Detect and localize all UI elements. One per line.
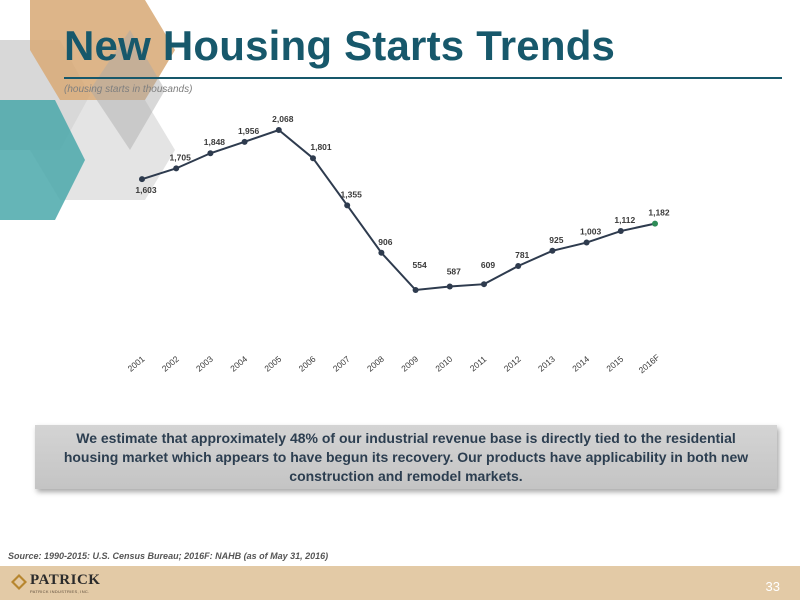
data-label: 587 bbox=[447, 267, 461, 277]
data-label: 1,956 bbox=[238, 126, 260, 136]
data-label: 609 bbox=[481, 260, 495, 270]
data-point bbox=[412, 287, 419, 293]
data-label: 554 bbox=[413, 260, 427, 270]
data-point bbox=[344, 202, 351, 209]
data-point bbox=[378, 249, 385, 256]
data-point bbox=[583, 239, 590, 246]
x-tick-label: 2014 bbox=[570, 354, 591, 374]
x-tick-label: 2006 bbox=[297, 354, 318, 374]
tan-hexagon bbox=[30, 0, 175, 100]
data-point bbox=[139, 176, 145, 183]
data-point bbox=[515, 263, 522, 270]
data-label: 925 bbox=[549, 235, 563, 245]
logo-wordmark: PATRICK bbox=[30, 572, 101, 588]
data-point bbox=[652, 220, 658, 227]
revenue-callout-box: We estimate that approximately 48% of ou… bbox=[35, 425, 777, 489]
data-point bbox=[173, 165, 180, 172]
title-underline bbox=[64, 77, 782, 79]
data-point bbox=[241, 138, 248, 145]
logo-tagline: PATRICK INDUSTRIES, INC. bbox=[30, 589, 90, 594]
page-title: New Housing Starts Trends bbox=[64, 22, 616, 69]
x-tick-label: 2015 bbox=[604, 354, 625, 374]
data-label: 1,182 bbox=[648, 208, 670, 218]
decorative-hexagons bbox=[0, 0, 175, 220]
x-tick-label: 2013 bbox=[536, 354, 557, 374]
callout-text: We estimate that approximately 48% of ou… bbox=[63, 429, 749, 484]
x-tick-label: 2011 bbox=[468, 354, 489, 374]
x-tick-label: 2016F bbox=[637, 352, 662, 375]
patrick-logo: PATRICK PATRICK INDUSTRIES, INC. bbox=[10, 572, 120, 596]
data-point bbox=[207, 150, 214, 157]
teal-hexagon bbox=[0, 100, 85, 220]
data-label: 1,848 bbox=[204, 137, 226, 147]
data-point bbox=[481, 281, 487, 288]
data-point bbox=[617, 228, 624, 235]
x-tick-label: 2012 bbox=[502, 354, 523, 374]
data-label: 906 bbox=[378, 237, 392, 247]
data-point bbox=[549, 247, 556, 254]
x-tick-label: 2002 bbox=[160, 354, 181, 374]
x-tick-label: 2003 bbox=[194, 354, 215, 374]
data-label: 2,068 bbox=[272, 114, 294, 124]
data-label: 1,112 bbox=[614, 215, 635, 225]
x-tick-label: 2005 bbox=[262, 354, 283, 374]
x-tick-label: 2010 bbox=[433, 354, 454, 374]
data-label: 1,355 bbox=[341, 189, 363, 199]
series-line bbox=[141, 128, 656, 292]
source-note: Source: 1990-2015: U.S. Census Bureau; 2… bbox=[8, 551, 329, 561]
data-label: 1,603 bbox=[135, 185, 157, 195]
dark-gray-shape bbox=[90, 30, 165, 150]
data-point bbox=[446, 283, 453, 290]
x-tick-label: 2008 bbox=[365, 354, 386, 374]
footer-bar: PATRICK PATRICK INDUSTRIES, INC. 33 bbox=[0, 566, 800, 600]
data-point bbox=[275, 127, 282, 133]
data-label: 1,705 bbox=[170, 152, 192, 162]
page-number: 33 bbox=[765, 579, 780, 594]
data-label: 1,003 bbox=[580, 227, 602, 237]
chart-subtitle: (housing starts in thousands) bbox=[64, 84, 193, 95]
x-tick-label: 2001 bbox=[126, 354, 147, 374]
x-tick-label: 2009 bbox=[399, 354, 420, 374]
data-label: 1,801 bbox=[310, 142, 332, 152]
data-label: 781 bbox=[515, 250, 529, 260]
x-tick-label: 2007 bbox=[331, 354, 352, 374]
x-tick-label: 2004 bbox=[228, 354, 249, 374]
data-point bbox=[310, 155, 316, 162]
logo-mark-icon bbox=[11, 574, 27, 590]
